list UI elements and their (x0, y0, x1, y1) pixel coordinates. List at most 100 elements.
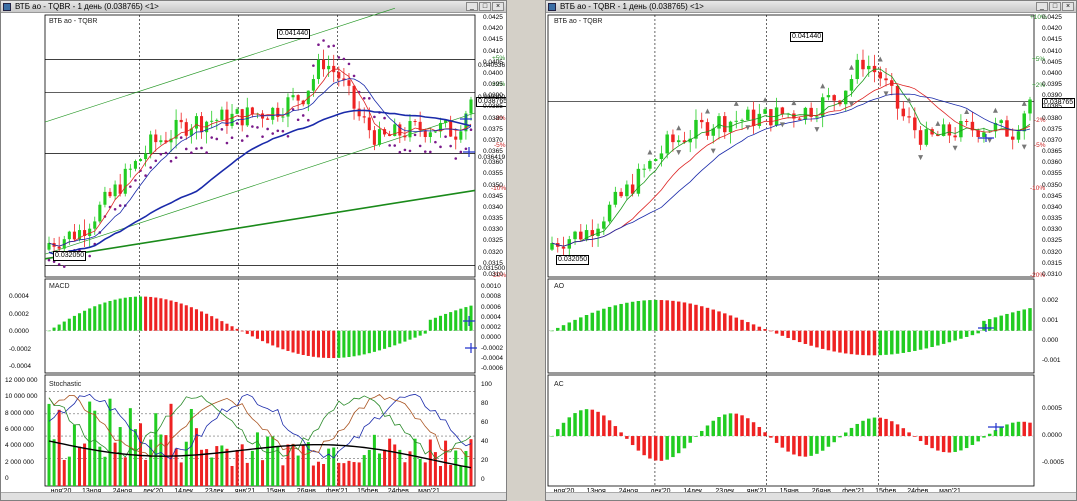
close-button[interactable]: × (492, 2, 504, 11)
ao-histogram-bar (619, 303, 623, 331)
candle-body (72, 231, 76, 240)
candle-body (809, 107, 813, 117)
ao-histogram-bar (705, 307, 710, 331)
ac-histogram-bar (567, 417, 572, 437)
right-chart-window[interactable]: ВТБ ао - TQBR - 1 день (0.038765) <1> _ … (545, 0, 1077, 501)
ao-histogram-bar (964, 330, 969, 337)
volume-bar (139, 423, 143, 486)
candle-body (993, 122, 998, 132)
axis-tick-label: 0.0365 (1042, 148, 1062, 156)
left-chart-canvas[interactable] (1, 1, 507, 501)
candle-body (849, 79, 854, 91)
left-chart-window[interactable]: ВТБ ао - TQBR - 1 день (0.038765) <1> _ … (0, 0, 507, 501)
candle-body (77, 230, 82, 240)
moving-average-line (551, 68, 1031, 247)
fractal-up-arrow (704, 108, 710, 114)
candle-body (250, 107, 254, 115)
psar-dot (307, 118, 310, 122)
candle-body (550, 243, 554, 250)
candle-body (398, 124, 402, 136)
psar-dot (312, 64, 315, 67)
psar-dot (47, 258, 51, 262)
candle-body (418, 121, 422, 131)
psar-dot (154, 159, 158, 163)
close-button[interactable]: × (1062, 2, 1074, 11)
psar-dot (342, 57, 346, 61)
ac-histogram-bar (596, 411, 600, 437)
ao-histogram-bar (797, 330, 802, 343)
left-title-bar[interactable]: ВТБ ао - TQBR - 1 день (0.038765) <1> _ … (1, 1, 506, 13)
candle-body (266, 118, 270, 120)
volume-bar (113, 442, 117, 486)
hand-drawn-mark (988, 423, 1004, 431)
psar-dot (225, 141, 229, 145)
maximize-button[interactable]: □ (479, 2, 491, 11)
candle-body (867, 65, 871, 70)
candle-body (352, 85, 356, 109)
stochastic-line (48, 393, 472, 460)
volume-bar (261, 460, 265, 486)
macd-histogram-bar (469, 305, 473, 331)
ac-histogram-bar (705, 425, 710, 437)
ao-histogram-bar (895, 330, 900, 354)
axis-tick-label: 0.0400 (483, 69, 503, 77)
left-pct-label: -5% (494, 142, 506, 149)
candle-body (740, 119, 744, 121)
macd-histogram-bar (403, 330, 407, 342)
date-tick-label: 23дек (205, 488, 224, 495)
volume-bar (57, 409, 61, 486)
right-chart-canvas[interactable] (546, 1, 1077, 501)
volume-bar (103, 456, 107, 486)
ao-histogram-bar (780, 330, 785, 336)
macd-histogram-bar (311, 330, 315, 357)
axis-tick-label: 20 (481, 457, 489, 464)
ac-histogram-bar (699, 430, 704, 437)
ac-histogram-bar (970, 436, 975, 445)
ao-histogram-bar (855, 330, 859, 355)
right-horizontal-scrollbar[interactable] (546, 492, 1076, 500)
right-last-price-tag: 0.038765 (1042, 98, 1076, 108)
candle-body (930, 129, 934, 135)
candle-body (194, 116, 198, 129)
candle-body (62, 239, 66, 249)
hand-drawn-mark (460, 114, 472, 124)
maximize-button[interactable]: □ (1049, 2, 1061, 11)
ao-histogram-bar (671, 300, 675, 331)
window-app-icon (3, 3, 11, 11)
candle-body (215, 119, 219, 121)
axis-tick-label: 0.0420 (1042, 25, 1062, 33)
left-pct-label: -20% (491, 272, 507, 279)
candle-body (590, 230, 595, 236)
left-horizontal-scrollbar[interactable] (1, 492, 506, 500)
macd-histogram-bar (179, 303, 183, 331)
psar-dot (159, 152, 163, 156)
volume-bar (388, 438, 392, 486)
fractal-up-arrow (762, 97, 768, 103)
axis-tick-label: 0.0325 (483, 237, 503, 245)
macd-histogram-bar (301, 330, 305, 355)
psar-dot (296, 118, 300, 122)
axis-tick-label: 0.0002 (481, 324, 501, 331)
ao-histogram-bar (723, 313, 727, 331)
axis-tick-label: 0.0415 (483, 36, 503, 44)
ao-histogram-bar (953, 330, 957, 341)
volume-bar (377, 453, 381, 486)
minimize-button[interactable]: _ (466, 2, 478, 11)
ac-histogram-bar (872, 417, 877, 437)
volume-bar (52, 439, 56, 486)
candle-body (408, 120, 412, 138)
minimize-button[interactable]: _ (1036, 2, 1048, 11)
ao-histogram-bar (596, 310, 600, 331)
ao-histogram-bar (803, 330, 808, 344)
right-pct-label: +2% (1032, 82, 1046, 89)
candle-body (769, 109, 773, 126)
right-title-bar[interactable]: ВТБ ао - TQBR - 1 день (0.038765) <1> _ … (546, 1, 1076, 13)
ao-histogram-bar (688, 303, 692, 331)
ac-histogram-bar (723, 414, 727, 437)
volume-bar (276, 446, 280, 486)
left-pct-label: +2% (492, 81, 506, 88)
psar-dot (383, 116, 386, 120)
volume-bar (220, 445, 224, 486)
macd-histogram-bar (383, 330, 387, 349)
candle-body (699, 119, 704, 123)
